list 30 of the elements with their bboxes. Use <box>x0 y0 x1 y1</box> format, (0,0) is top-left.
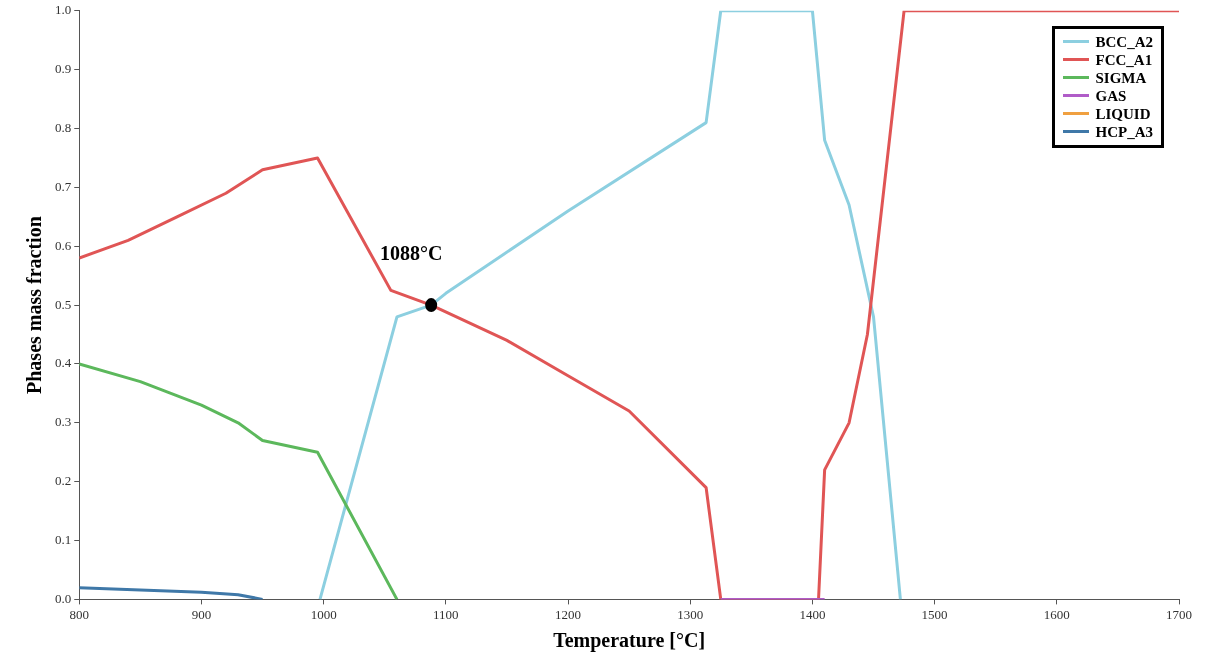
x-tick-label: 1500 <box>921 606 948 622</box>
y-axis-title: Phases mass fraction <box>23 216 46 394</box>
legend-label: GAS <box>1095 86 1127 105</box>
x-tick-label: 900 <box>191 606 212 622</box>
y-tick-label: 0.9 <box>55 61 72 77</box>
legend-label: SIGMA <box>1095 68 1147 87</box>
y-tick-label: 0.1 <box>55 531 72 547</box>
y-tick-label: 0.7 <box>55 178 72 194</box>
x-tick-label: 1100 <box>433 606 459 622</box>
y-tick-label: 0.2 <box>55 473 72 489</box>
y-tick-label: 0.0 <box>55 590 72 606</box>
y-tick-label: 0.6 <box>55 237 72 253</box>
x-tick-label: 1200 <box>555 606 582 622</box>
y-tick-label: 0.5 <box>55 296 72 312</box>
y-tick-label: 0.8 <box>55 119 72 135</box>
y-tick-label: 0.3 <box>55 414 72 430</box>
legend-label: HCP_A3 <box>1095 122 1153 141</box>
x-tick-label: 1300 <box>677 606 704 622</box>
x-tick-label: 1400 <box>799 606 826 622</box>
legend-label: BCC_A2 <box>1095 32 1153 51</box>
x-tick-label: 1700 <box>1166 606 1192 622</box>
x-tick-label: 1000 <box>310 606 337 622</box>
annotation: 1088°C <box>379 242 443 265</box>
legend-label: LIQUID <box>1095 104 1151 123</box>
x-tick-label: 800 <box>69 606 89 622</box>
y-tick-label: 1.0 <box>55 2 72 18</box>
x-axis-title: Temperature [°C] <box>553 629 706 653</box>
y-tick-label: 0.4 <box>55 355 72 371</box>
legend-label: FCC_A1 <box>1095 50 1153 69</box>
x-tick-label: 1600 <box>1043 606 1070 622</box>
